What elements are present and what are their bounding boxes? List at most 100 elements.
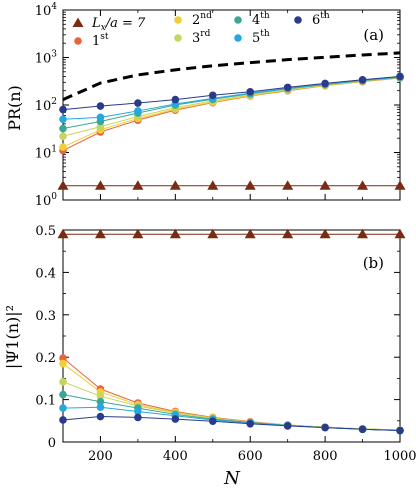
panel-a-data-point bbox=[208, 91, 217, 100]
legend-number: 6 bbox=[312, 13, 320, 28]
x-axis-label: N bbox=[223, 468, 241, 489]
panel-a-data-point bbox=[96, 113, 105, 122]
legend-label: 3rd bbox=[192, 29, 211, 46]
panel-a-y-tick-label: 101 bbox=[35, 145, 57, 162]
legend-ordinal: th bbox=[260, 29, 270, 39]
tick-exponent: 1 bbox=[51, 145, 57, 155]
tick-base: 10 bbox=[35, 147, 52, 162]
legend-subscript: x bbox=[101, 23, 106, 33]
panel-a-data-point bbox=[134, 107, 142, 115]
panel-b-data-point bbox=[57, 228, 69, 239]
panel-a-y-axis-label: PR(n) bbox=[5, 85, 24, 131]
panel-b-data bbox=[57, 228, 406, 435]
panel-a-y-axis-label-text: PR(n) bbox=[5, 85, 24, 131]
panel-b-y-tick-labels: 0 0.1 0.2 0.3 0.4 0.5 bbox=[35, 224, 56, 451]
panel-b-y-tick-label: 0 bbox=[48, 436, 56, 451]
tick-base: 10 bbox=[35, 99, 52, 114]
legend-label: 4th bbox=[252, 11, 270, 28]
legend-number: 3 bbox=[192, 31, 200, 46]
panel-a-y-tick-label: 102 bbox=[35, 97, 57, 114]
panel-a-series-line bbox=[62, 76, 401, 129]
legend-marker bbox=[174, 16, 182, 24]
panel-a-data-point bbox=[358, 75, 367, 84]
panel-a-series-line bbox=[62, 77, 401, 148]
panel-b-ticks bbox=[62, 229, 401, 443]
panel-b-data-point bbox=[171, 415, 180, 423]
panel-b-frame bbox=[62, 229, 401, 443]
panel-a-y-tick-label: 104 bbox=[35, 2, 58, 19]
panel-b-data-point bbox=[96, 412, 105, 421]
panel-b-data-point bbox=[94, 228, 106, 239]
panel-a-data-point bbox=[59, 132, 67, 141]
panel-b-x-tick-label: 400 bbox=[163, 449, 188, 464]
panel-b-data-point bbox=[282, 228, 294, 239]
legend-marker bbox=[74, 37, 82, 45]
panel-b-data-point bbox=[96, 403, 105, 412]
panel-b-data-point bbox=[59, 416, 67, 424]
panel-b-data-point bbox=[244, 228, 256, 239]
panel-a-data-point bbox=[59, 105, 67, 114]
panel-a-series-line bbox=[62, 77, 401, 151]
panel-b-x-tick-labels: 200 400 600 800 1000 bbox=[88, 449, 416, 464]
panel-a-data-point bbox=[357, 180, 369, 190]
legend-number: 1 bbox=[92, 34, 100, 49]
panel-b-data-point bbox=[358, 425, 367, 434]
legend-marker bbox=[72, 17, 84, 27]
panel-b-data-point bbox=[396, 426, 404, 435]
panel-a-series-line bbox=[62, 75, 401, 111]
panel-b-y-tick-label: 0.4 bbox=[35, 266, 56, 281]
tick-base: 10 bbox=[35, 194, 52, 209]
panel-b-data-point bbox=[59, 377, 67, 386]
panel-a-data-point bbox=[59, 124, 67, 133]
legend-ordinal: st bbox=[100, 32, 109, 42]
panel-b-data-point bbox=[357, 228, 369, 239]
panel-b-label: (b) bbox=[363, 254, 384, 272]
panel-b-data-point bbox=[169, 228, 181, 239]
legend-label: 2nd bbox=[192, 11, 212, 28]
panel-b-data-point bbox=[59, 390, 67, 399]
panel-b-y-tick-label: 0.5 bbox=[35, 224, 56, 239]
panel-b-data-point bbox=[59, 359, 67, 368]
legend-number: 2 bbox=[192, 13, 200, 28]
legend-label: Lx/a = 7 bbox=[91, 16, 146, 33]
panel-b-data-point bbox=[134, 407, 142, 416]
panel-b-data-point bbox=[207, 228, 219, 239]
legend-label: 5th bbox=[252, 29, 270, 46]
panel-a-series-line bbox=[62, 77, 401, 137]
legend-ordinal: th bbox=[260, 11, 270, 21]
tick-base: 10 bbox=[35, 4, 52, 19]
panel-b-x-tick-label: 1000 bbox=[383, 449, 416, 464]
legend-ordinal: nd bbox=[200, 11, 212, 21]
legend-symbol: L bbox=[91, 16, 101, 31]
panel-b-data-point bbox=[208, 417, 217, 426]
legend-marker bbox=[294, 16, 302, 24]
tick-exponent: 0 bbox=[51, 192, 57, 202]
panel-b-data-point bbox=[394, 228, 406, 239]
panel-b-data-point bbox=[132, 228, 144, 239]
panel-b-y-tick-label: 0.3 bbox=[35, 309, 56, 324]
tick-exponent: 3 bbox=[51, 50, 57, 60]
panel-a-data-point bbox=[283, 83, 292, 92]
panel-a-data-point bbox=[321, 79, 329, 88]
panel-b-series-line bbox=[62, 357, 401, 431]
panel-a-data-point bbox=[319, 180, 331, 190]
panel-b-series-line bbox=[62, 406, 401, 432]
legend-ordinal: rd bbox=[200, 29, 210, 39]
panel-b-data-point bbox=[59, 354, 67, 362]
panel-a-data-point bbox=[394, 180, 406, 190]
panel-a-data-point bbox=[282, 180, 294, 190]
panel-b-x-tick-label: 200 bbox=[88, 449, 113, 464]
panel-a-data-point bbox=[207, 180, 219, 190]
legend-ordinal: th bbox=[320, 11, 330, 21]
panel-b-data-point bbox=[283, 422, 292, 430]
panel-a-data-point bbox=[59, 115, 67, 124]
panel-a-data-point bbox=[246, 87, 255, 96]
legend-marker bbox=[174, 34, 182, 42]
reference-dashed-curve bbox=[62, 51, 401, 101]
panel-b: 0 0.1 0.2 0.3 0.4 0.5 200 400 600 800 1000 (b) |Ψ… bbox=[3, 224, 416, 489]
legend-number: 5 bbox=[252, 31, 260, 46]
